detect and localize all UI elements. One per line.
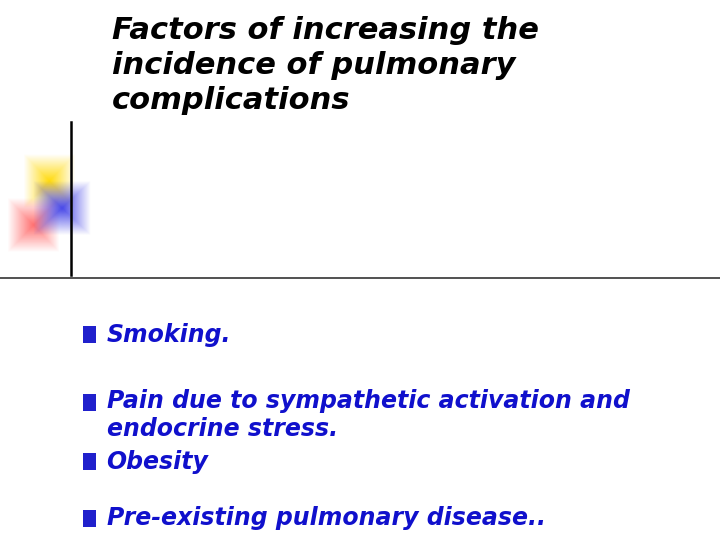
Text: Pain due to sympathetic activation and
endocrine stress.: Pain due to sympathetic activation and e… (107, 389, 629, 441)
Text: Obesity: Obesity (107, 450, 208, 474)
Bar (83, 453, 96, 470)
Bar (83, 326, 96, 343)
Text: Pre-existing pulmonary disease..: Pre-existing pulmonary disease.. (107, 507, 546, 530)
Text: Smoking.: Smoking. (107, 323, 231, 347)
Bar (83, 510, 96, 527)
Bar (83, 394, 96, 411)
Text: Factors of increasing the
incidence of pulmonary
complications: Factors of increasing the incidence of p… (112, 16, 539, 114)
